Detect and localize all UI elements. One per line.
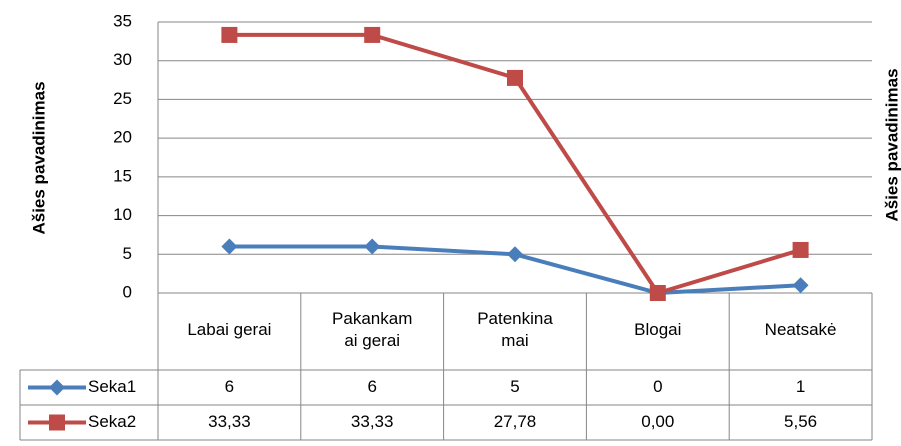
legend-label: Seka2 — [88, 412, 136, 431]
marker — [221, 26, 238, 43]
marker — [792, 277, 809, 294]
y-tick-label: 5 — [123, 244, 132, 263]
table-value: 1 — [796, 377, 805, 396]
table-value: 6 — [367, 377, 376, 396]
marker — [507, 246, 523, 263]
table-value: 0,00 — [641, 412, 674, 431]
y-tick-label: 20 — [113, 128, 132, 147]
table-value: 5,56 — [784, 412, 817, 431]
category-label: Blogai — [634, 320, 681, 339]
category-label: Patenkina mai — [477, 309, 553, 350]
y-axis-title: Ašies pavadinimas — [29, 81, 48, 234]
marker — [792, 241, 809, 258]
table-value: 6 — [225, 377, 234, 396]
y-tick-label: 30 — [113, 50, 132, 69]
marker — [221, 238, 238, 255]
table-value: 0 — [653, 377, 662, 396]
right-axis-title: Ašies pavadinimas — [882, 68, 901, 221]
marker — [507, 69, 523, 86]
table-value: 33,33 — [208, 412, 251, 431]
y-tick-label: 10 — [113, 205, 132, 224]
y-tick-label: 35 — [113, 11, 132, 30]
table-value: 5 — [510, 377, 519, 396]
category-label: Pakankam ai gerai — [332, 309, 412, 350]
marker — [49, 379, 65, 396]
y-tick-label: 25 — [113, 89, 132, 108]
y-tick-label: 15 — [113, 166, 132, 185]
marker — [649, 285, 666, 301]
legend-label: Seka1 — [88, 377, 136, 396]
category-label: Labai gerai — [187, 320, 271, 339]
marker — [364, 238, 381, 255]
category-label: Neatsakė — [765, 320, 837, 339]
table-value: 33,33 — [351, 412, 394, 431]
marker — [364, 26, 381, 43]
marker — [49, 414, 65, 431]
y-tick-label: 0 — [123, 282, 132, 301]
table-value: 27,78 — [494, 412, 537, 431]
